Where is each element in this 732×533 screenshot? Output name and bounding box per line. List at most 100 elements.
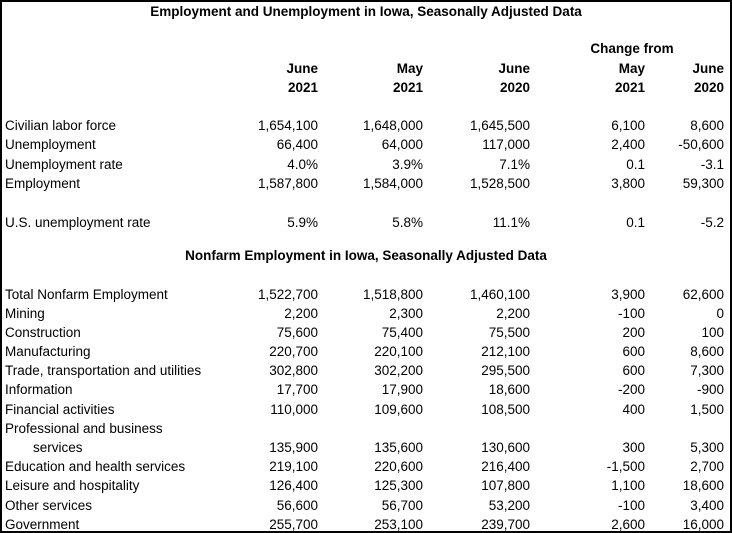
cell-may-2021: 17,900: [381, 382, 423, 398]
cell-change-june: 8,600: [690, 117, 725, 133]
cell-change-may: 0.1: [626, 156, 645, 172]
table-row-professional-business-services: services 135,900 135,600 130,600 300 5,3…: [2, 438, 730, 457]
row-label: Construction: [5, 324, 81, 340]
cell-june-2020: 2,200: [496, 305, 530, 321]
column-header-year: 2021: [614, 80, 645, 95]
table-row-financial-activities: Financial activities 110,000 109,600 108…: [2, 400, 730, 419]
cell-june-2020: 117,000: [482, 137, 530, 152]
column-header-change-may: May: [618, 60, 645, 76]
spacer-row: [2, 194, 730, 213]
cell-change-june: -900: [697, 382, 725, 398]
cell-may-2021: 220,600: [374, 459, 423, 475]
row-label: Financial activities: [5, 401, 115, 417]
cell-change-june: 8,600: [690, 344, 725, 360]
cell-june-2021: [240, 419, 322, 438]
cell-june-2020: [427, 419, 534, 438]
empty-cell: [2, 78, 240, 98]
cell-june-2021: 66,400: [276, 137, 318, 152]
spacer-cell: [2, 23, 730, 39]
column-header-row: 2021 2021 2020 2021 2020: [2, 78, 730, 98]
table-row-education-health-services: Education and health services 219,100 22…: [2, 457, 730, 476]
cell-may-2021: 125,300: [374, 478, 423, 494]
row-label: Mining: [5, 305, 45, 321]
cell-change-june: 2,700: [690, 459, 725, 475]
table-row-trade-transportation-utilities: Trade, transportation and utilities 302,…: [2, 361, 730, 380]
cell-change-june: 3,400: [690, 497, 725, 513]
cell-change-may: -1,500: [606, 459, 645, 475]
cell-may-2021: 109,600: [374, 401, 423, 417]
row-label: Information: [5, 382, 73, 398]
cell-june-2021: 110,000: [270, 401, 318, 417]
cell-june-2021: 4.0%: [287, 156, 318, 172]
cell-june-2020: 212,100: [481, 344, 530, 360]
column-header-june-2021: June: [286, 60, 318, 76]
cell-change-june: 16,000: [682, 516, 725, 532]
cell-june-2021: 2,200: [284, 305, 318, 321]
cell-change-may: 3,900: [611, 286, 645, 302]
table-row-construction: Construction 75,600 75,400 75,500 200 10…: [2, 323, 730, 342]
change-from-header: Change from: [590, 41, 674, 56]
row-label: U.S. unemployment rate: [5, 214, 151, 230]
cell-june-2020: 1,528,500: [469, 176, 530, 191]
spacer-row: [2, 98, 730, 116]
cell-change-june: 0: [716, 305, 725, 321]
spacer-cell: [2, 232, 730, 246]
cell-june-2021: 219,100: [269, 459, 318, 475]
cell-june-2020: 1,645,500: [469, 117, 530, 133]
cell-june-2021: 1,587,800: [257, 176, 318, 191]
row-label: services: [33, 440, 83, 455]
table-row-information: Information 17,700 17,900 18,600 -200 -9…: [2, 380, 730, 399]
cell-june-2021: 1,654,100: [257, 117, 318, 133]
cell-change-june: -50,600: [678, 137, 725, 152]
table-row-civilian-labor-force: Civilian labor force 1,654,100 1,648,000…: [2, 116, 730, 136]
spacer-row: [2, 23, 730, 39]
cell-change-june: 59,300: [682, 176, 725, 191]
empty-cell: [2, 59, 240, 79]
column-header-row: June May June May June: [2, 59, 730, 79]
cell-change-may: 2,400: [611, 137, 645, 152]
cell-june-2021: 135,900: [269, 440, 318, 455]
row-label: Total Nonfarm Employment: [5, 286, 168, 302]
row-label: Manufacturing: [5, 344, 91, 360]
table-row-employment: Employment 1,587,800 1,584,000 1,528,500…: [2, 174, 730, 194]
cell-june-2021: 1,522,700: [257, 286, 318, 302]
row-label: Employment: [5, 176, 81, 191]
table-row-professional-business: Professional and business: [2, 419, 730, 438]
table-row-mining: Mining 2,200 2,300 2,200 -100 0: [2, 304, 730, 323]
row-label: Civilian labor force: [5, 117, 117, 133]
spacer-cell: [2, 194, 730, 213]
column-header-year: 2020: [694, 80, 725, 95]
cell-change-june: 100: [701, 324, 725, 340]
cell-change-may: 600: [622, 344, 645, 360]
cell-change-may: -100: [617, 497, 645, 513]
cell-change-june: 62,600: [682, 286, 725, 302]
cell-june-2020: 11.1%: [492, 214, 530, 230]
cell-change-june: -5.2: [700, 214, 725, 230]
table-row-unemployment-rate: Unemployment rate 4.0% 3.9% 7.1% 0.1 -3.…: [2, 155, 730, 175]
cell-may-2021: 1,518,800: [362, 286, 423, 302]
cell-june-2020: 18,600: [488, 382, 530, 398]
table-row-other-services: Other services 56,600 56,700 53,200 -100…: [2, 496, 730, 515]
row-label: Professional and business: [5, 420, 163, 436]
cell-change-may: 400: [622, 401, 645, 417]
spacer-row: [2, 266, 730, 285]
row-label: Other services: [5, 497, 93, 513]
spacer-cell: [2, 98, 730, 116]
employment-table-title: Employment and Unemployment in Iowa, Sea…: [150, 4, 582, 19]
cell-may-2021: 3.9%: [392, 156, 423, 172]
cell-change-may: -200: [617, 382, 645, 398]
cell-change-june: 7,300: [690, 363, 725, 379]
cell-june-2020: 75,500: [488, 324, 530, 340]
cell-june-2021: 5.9%: [287, 214, 318, 230]
cell-change-may: 0.1: [626, 214, 645, 230]
cell-june-2020: 295,500: [481, 363, 530, 379]
table-row-leisure-hospitality: Leisure and hospitality 126,400 125,300 …: [2, 476, 730, 495]
cell-change-june: 1,500: [690, 401, 725, 417]
column-header-year: 2021: [287, 80, 318, 95]
column-header-year: 2021: [392, 80, 423, 95]
cell-june-2021: 126,400: [269, 478, 318, 494]
table-row: Nonfarm Employment in Iowa, Seasonally A…: [2, 246, 730, 266]
column-header-may-2021: May: [396, 60, 423, 76]
